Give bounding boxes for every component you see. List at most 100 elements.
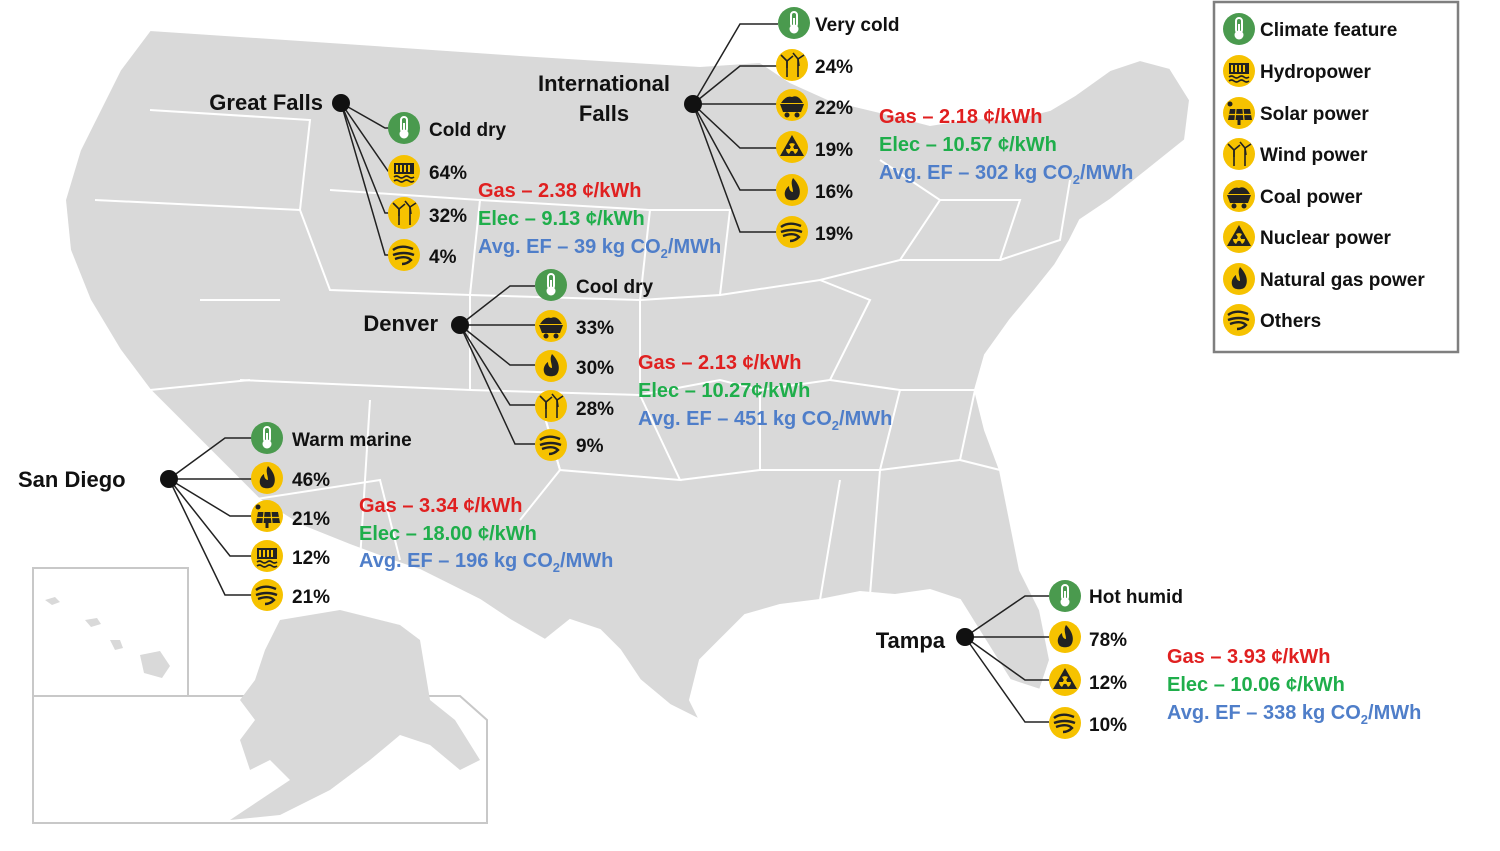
gas-price: Gas – 2.13 ¢/kWh xyxy=(638,352,801,374)
solar-power-icon xyxy=(1222,96,1256,130)
share-value: 33% xyxy=(576,318,614,339)
thermometer-icon xyxy=(534,268,568,302)
others-icon xyxy=(1222,303,1256,337)
svg-text:Nuclear power: Nuclear power xyxy=(1260,228,1392,249)
share-value: 22% xyxy=(815,98,853,119)
natural-gas-icon xyxy=(535,350,567,382)
share-value: 28% xyxy=(576,399,614,420)
gas-price: Gas – 3.34 ¢/kWh xyxy=(359,495,522,517)
wind-power-icon xyxy=(534,389,568,423)
hawaii-shape xyxy=(45,597,170,678)
solar-power-icon xyxy=(250,499,284,533)
city-marker xyxy=(451,316,469,334)
hydropower-icon xyxy=(1222,54,1256,88)
hydropower-icon xyxy=(250,539,284,573)
city-name: San Diego xyxy=(18,467,126,492)
share-value: 21% xyxy=(292,509,330,530)
city-great-falls: Great Falls Cold dry 64% 32% 4% Gas – 2.… xyxy=(209,90,721,272)
share-value: 24% xyxy=(815,57,853,78)
coal-power-icon xyxy=(776,89,808,121)
nuclear-power-icon xyxy=(1049,664,1081,696)
legend-item-hydropower: Hydropower xyxy=(1222,54,1371,88)
share-value: 19% xyxy=(815,224,853,245)
share-value: 19% xyxy=(815,140,853,161)
wind-power-icon xyxy=(1222,137,1256,171)
city-name-line2: Falls xyxy=(579,101,629,126)
connector-lines xyxy=(964,595,1049,723)
svg-text:Climate feature: Climate feature xyxy=(1260,20,1397,41)
gas-price: Gas – 3.93 ¢/kWh xyxy=(1167,646,1330,668)
share-value: 12% xyxy=(1089,673,1127,694)
natural-gas-icon xyxy=(776,174,808,206)
svg-text:Wind power: Wind power xyxy=(1260,145,1368,166)
climate-label: Cold dry xyxy=(429,120,506,141)
legend-frame xyxy=(1212,0,1460,354)
legend-item-nuclear: Nuclear power xyxy=(1223,221,1392,253)
legend-item-natural-gas: Natural gas power xyxy=(1223,263,1425,295)
connector-lines xyxy=(692,23,778,233)
svg-text:Natural gas power: Natural gas power xyxy=(1260,270,1425,291)
city-denver: Denver Cool dry 33% 30% 28% 9% Gas – 2.1… xyxy=(363,268,892,462)
share-value: 9% xyxy=(576,436,604,457)
others-icon xyxy=(1048,706,1082,740)
city-name: Denver xyxy=(363,311,438,336)
svg-text:Coal power: Coal power xyxy=(1260,187,1363,208)
climate-label: Very cold xyxy=(815,15,900,36)
gas-price: Gas – 2.38 ¢/kWh xyxy=(478,180,641,202)
us-map xyxy=(32,28,1192,824)
share-value: 21% xyxy=(292,587,330,608)
nuclear-power-icon xyxy=(1223,221,1255,253)
electricity-price: Elec – 10.06 ¢/kWh xyxy=(1167,674,1345,696)
city-name: Tampa xyxy=(876,628,946,653)
natural-gas-icon xyxy=(1049,621,1081,653)
climate-label: Warm marine xyxy=(292,430,412,451)
city-name: International xyxy=(538,71,670,96)
city-marker xyxy=(956,628,974,646)
emission-factor: Avg. EF – 302 kg CO2/MWh xyxy=(879,162,1133,187)
climate-label: Cool dry xyxy=(576,277,653,298)
hydropower-icon xyxy=(387,154,421,188)
thermometer-icon xyxy=(1048,579,1082,613)
thermometer-icon xyxy=(1222,12,1256,46)
svg-text:Others: Others xyxy=(1260,311,1321,332)
coal-power-icon xyxy=(535,310,567,342)
svg-text:Hydropower: Hydropower xyxy=(1260,62,1371,83)
city-international-falls: International Falls Very cold 24% 22% 19… xyxy=(538,6,1133,249)
wind-power-icon xyxy=(775,48,809,82)
others-icon xyxy=(250,578,284,612)
hawaii-inset-frame xyxy=(32,567,189,697)
legend: Climate feature Hydropower Solar power W… xyxy=(1212,0,1460,354)
others-icon xyxy=(534,428,568,462)
legend-item-solar: Solar power xyxy=(1222,96,1369,130)
gas-price: Gas – 2.18 ¢/kWh xyxy=(879,106,1042,128)
electricity-price: Elec – 18.00 ¢/kWh xyxy=(359,523,537,545)
city-san-diego: San Diego Warm marine 46% 21% 12% 21% Ga… xyxy=(18,421,613,612)
share-value: 10% xyxy=(1089,715,1127,736)
share-value: 46% xyxy=(292,470,330,491)
thermometer-icon xyxy=(387,111,421,145)
natural-gas-icon xyxy=(251,462,283,494)
share-value: 12% xyxy=(292,548,330,569)
thermometer-icon xyxy=(777,6,811,40)
share-value: 30% xyxy=(576,358,614,379)
city-marker xyxy=(160,470,178,488)
connector-lines xyxy=(459,285,535,445)
share-value: 32% xyxy=(429,206,467,227)
electricity-price: Elec – 9.13 ¢/kWh xyxy=(478,208,645,230)
electricity-price: Elec – 10.27¢/kWh xyxy=(638,380,810,402)
share-value: 64% xyxy=(429,163,467,184)
emission-factor: Avg. EF – 338 kg CO2/MWh xyxy=(1167,702,1421,727)
city-name: Great Falls xyxy=(209,90,323,115)
wind-power-icon xyxy=(387,196,421,230)
emission-factor: Avg. EF – 196 kg CO2/MWh xyxy=(359,550,613,575)
legend-item-wind: Wind power xyxy=(1222,137,1368,171)
share-value: 4% xyxy=(429,247,457,268)
city-marker xyxy=(332,94,350,112)
emission-factor: Avg. EF – 451 kg CO2/MWh xyxy=(638,408,892,433)
natural-gas-icon xyxy=(1223,263,1255,295)
coal-power-icon xyxy=(1223,180,1255,212)
legend-item-coal: Coal power xyxy=(1223,180,1363,212)
emission-factor: Avg. EF – 39 kg CO2/MWh xyxy=(478,236,721,261)
